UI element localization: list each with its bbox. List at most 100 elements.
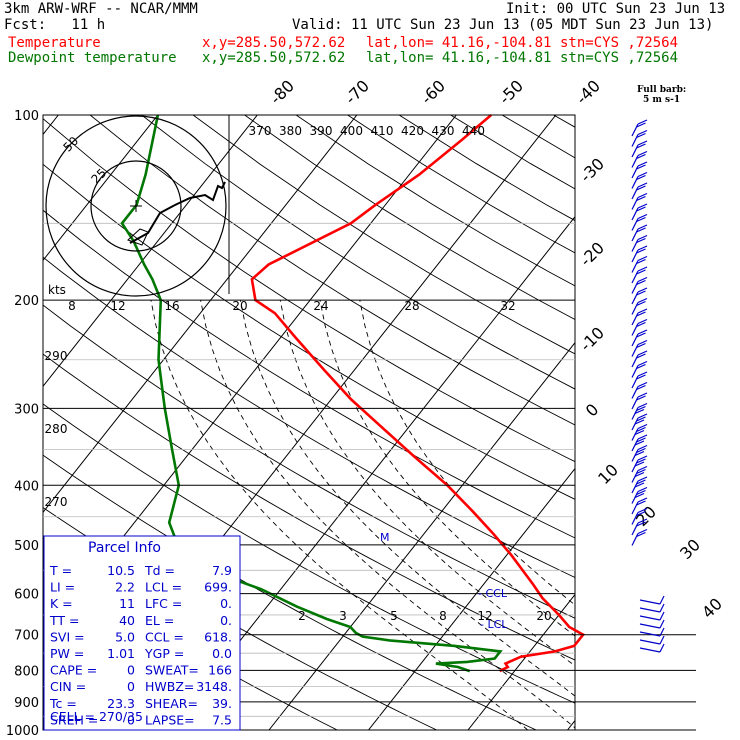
wind-barb-feather	[636, 437, 646, 443]
wind-barb-shaft	[631, 333, 639, 347]
wind-barb-shaft	[631, 134, 639, 147]
wind-barb-feather	[636, 185, 646, 191]
isotherm-line	[467, 593, 575, 730]
parcel-info-field: SWEAT=	[145, 663, 199, 678]
wind-barb-feather	[637, 371, 648, 377]
wind-barb-feather	[636, 384, 646, 391]
init-time: Init: 00 UTC Sun 23 Jun 13	[506, 1, 726, 17]
dewpoint-stn: stn=CYS ,72564	[560, 50, 679, 66]
wind-barb-feather	[636, 447, 646, 454]
storm-motion-marker	[127, 228, 149, 246]
wind-barb-feather	[636, 300, 646, 307]
wind-barb-feather	[659, 603, 665, 613]
wind-barb-low	[639, 635, 665, 645]
wind-barb-feather	[637, 308, 648, 314]
wind-barb-shaft	[631, 281, 639, 294]
mixing-ratio-label: 8	[68, 299, 76, 313]
wind-barb-feather	[637, 455, 648, 461]
wind-barb-feather	[637, 182, 648, 188]
wind-barb-feather	[636, 269, 646, 275]
wind-barb-feather	[637, 276, 648, 283]
mixing-ratio-label: 24	[313, 299, 328, 313]
wind-barb	[631, 444, 648, 462]
isotherm-tick-label: 40	[698, 594, 726, 622]
parcel-info-field: Tc =	[49, 696, 77, 711]
model-title: 3km ARW-WRF -- NCAR/MMM	[4, 1, 198, 17]
parcel-info-field: CCL =	[145, 629, 184, 644]
wind-barb	[631, 182, 648, 200]
wind-barb-feather	[634, 440, 645, 446]
wind-barb-feather	[636, 248, 646, 254]
pressure-tick-label: 500	[14, 539, 39, 554]
theta-tick-label: 440	[462, 124, 485, 138]
isotherm-line	[43, 115, 258, 388]
wind-barb-feather	[636, 374, 646, 380]
parcel-info-field: CIN =	[50, 679, 86, 694]
wind-barb	[631, 297, 648, 315]
temperature-legend: Temperature	[8, 35, 101, 51]
wind-barb-feather	[637, 203, 648, 209]
wind-barb-feather	[636, 290, 646, 296]
isotherm-line	[43, 115, 159, 262]
wind-barb-feather	[636, 395, 646, 401]
wind-barb-feather	[637, 486, 648, 493]
dry-adiabat-line	[244, 115, 575, 321]
parcel-info-field: 2.2	[115, 580, 135, 595]
dry-adiabat-line	[605, 115, 740, 730]
wind-barb	[631, 381, 648, 399]
parcel-info-title: Parcel Info	[88, 540, 161, 556]
wind-barb-feather	[636, 311, 646, 317]
dewpoint-latlon: lat,lon= 41.16,-104.81	[366, 50, 552, 66]
hodograph-ring-25	[90, 160, 182, 252]
parcel-info-field: 11	[119, 596, 135, 611]
isotherm-tick-label: -50	[495, 76, 527, 108]
barb-legend-units: 5 m s-1	[643, 95, 681, 105]
isotherm-tick-label: -80	[266, 76, 298, 108]
wind-barb-shaft	[631, 228, 639, 242]
wind-barb	[631, 129, 648, 147]
wind-barb-shaft	[631, 375, 639, 389]
wind-barb-feather	[634, 492, 645, 499]
wind-barb	[631, 245, 648, 263]
wind-barb-shaft	[631, 312, 639, 326]
parcel-info-field: EL =	[145, 613, 174, 628]
parcel-info-field: Td =	[144, 563, 175, 578]
wind-barb-low	[639, 603, 665, 613]
wind-barb-feather	[636, 363, 646, 370]
wind-barb-shaft	[631, 144, 639, 158]
parcel-info-field: SHEAR=	[145, 696, 198, 711]
wind-barb-low	[639, 595, 665, 605]
wind-barb-shaft	[639, 639, 661, 645]
wind-barb	[631, 465, 648, 483]
temperature-profile-line	[250, 114, 586, 673]
wind-barb-feather	[636, 521, 646, 527]
wind-barb	[631, 528, 648, 546]
theta-tick-label: 420	[401, 124, 424, 138]
pressure-tick-label: 700	[14, 629, 39, 644]
wind-barb-shaft	[639, 631, 661, 637]
isotherm-tick-label: -60	[417, 76, 449, 108]
parcel-info-field: 7.5	[212, 712, 232, 727]
wind-barb-feather	[659, 635, 665, 645]
wind-barb-shaft	[631, 249, 639, 263]
pressure-tick-label: 800	[14, 664, 39, 679]
wind-barb	[631, 213, 648, 231]
barb-legend-title: Full barb:	[637, 85, 687, 95]
mixing-ratio-label: 20	[232, 299, 247, 313]
parcel-info-field: 166	[208, 663, 232, 678]
wind-barb-feather	[634, 419, 645, 425]
wind-barb-feather	[637, 465, 648, 472]
mixing-ratio-label: 8	[439, 609, 447, 623]
wind-barb-feather	[637, 129, 648, 136]
parcel-info-field: HWBZ=	[145, 679, 194, 694]
wind-barb-shaft	[631, 260, 639, 273]
wind-barb-feather	[637, 402, 648, 409]
isotherm-tick-label: 30	[676, 535, 704, 563]
parcel-info-field: LCL =	[145, 580, 182, 595]
wind-barb-feather	[637, 318, 648, 325]
isotherm-tick-label: -10	[576, 323, 608, 355]
wind-barb-feather	[636, 510, 646, 517]
isotherm-line	[169, 215, 575, 730]
wind-barb	[631, 171, 648, 189]
